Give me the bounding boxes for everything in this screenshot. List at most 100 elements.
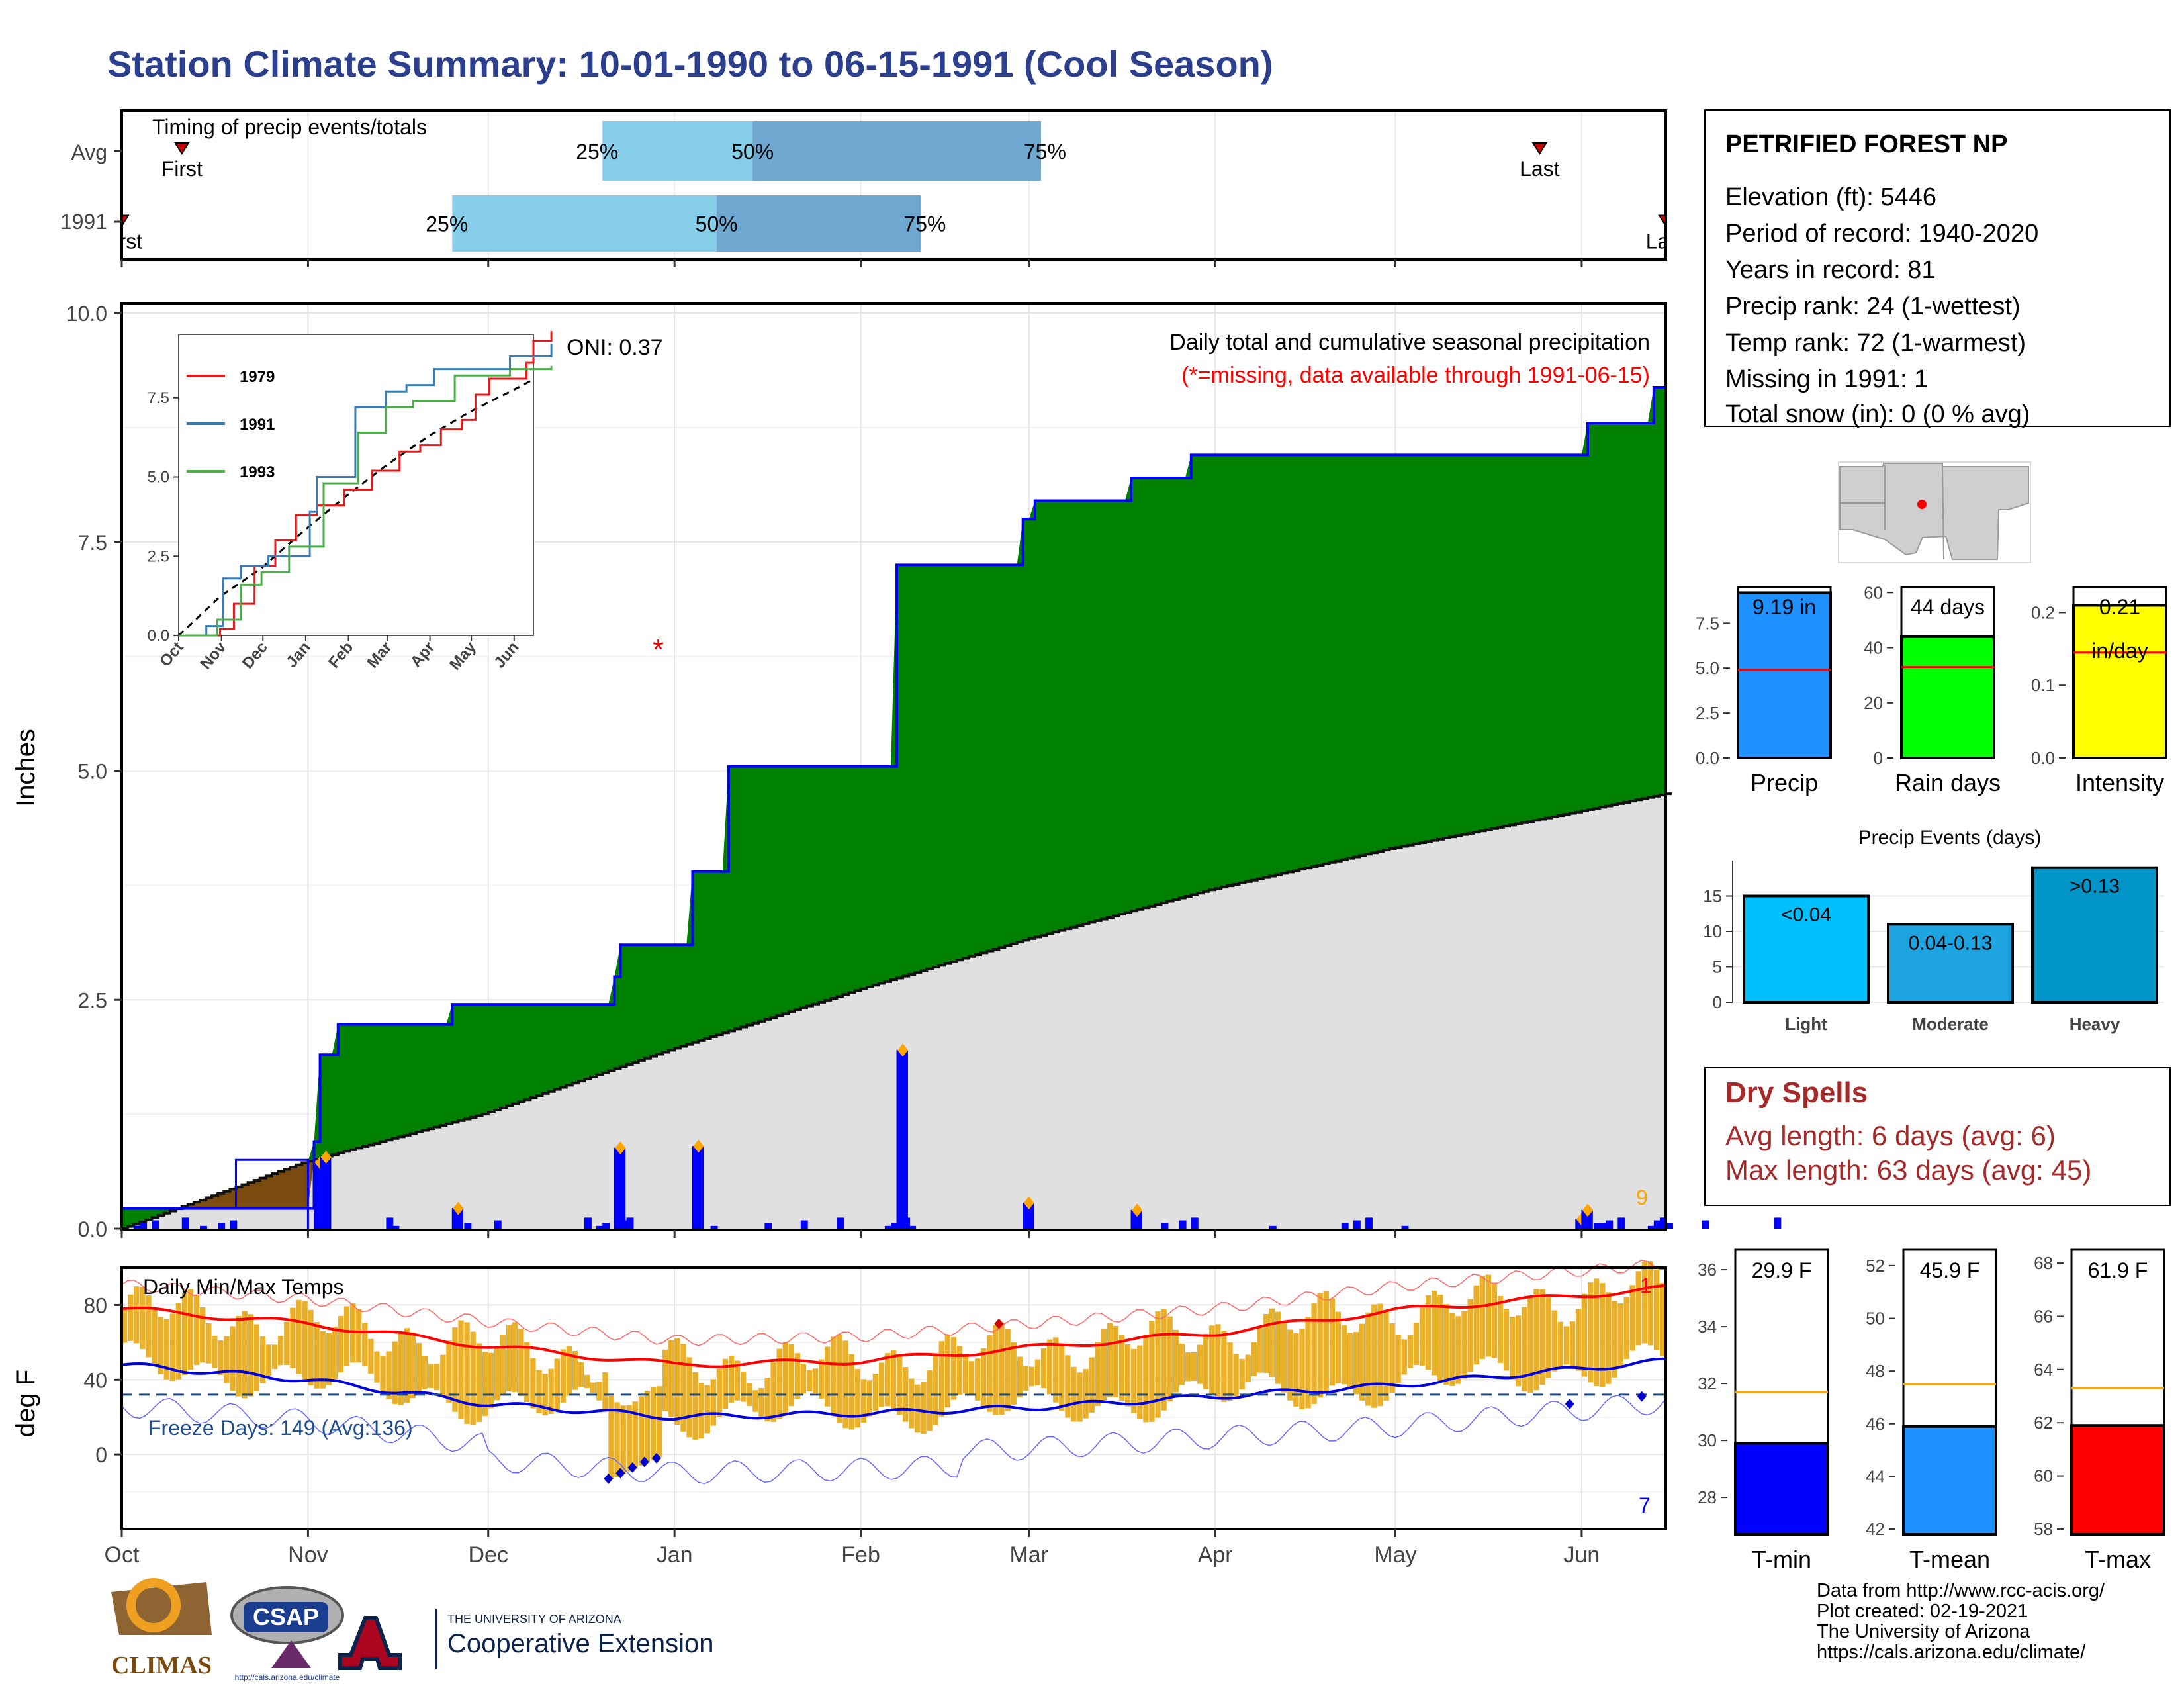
record-min-marker [1565, 1398, 1574, 1409]
temp-daily-bar [1365, 1312, 1371, 1406]
temp-daily-bar [999, 1322, 1005, 1415]
temp-daily-bar [1377, 1303, 1383, 1407]
temp-daily-bar [764, 1377, 770, 1421]
events-bar-label: 0.04-0.13 [1909, 932, 1993, 954]
stat-ytick-label: 20 [1864, 693, 1883, 713]
stat-value-label: 0.21 [2099, 595, 2140, 619]
temp-daily-bar [1467, 1299, 1473, 1372]
temp-daily-bar [1281, 1320, 1287, 1393]
temp-daily-bar [1113, 1325, 1119, 1397]
page-title: Station Climate Summary: 10-01-1990 to 0… [107, 43, 1273, 85]
temp-daily-bar [428, 1364, 434, 1388]
record-min-marker [615, 1468, 625, 1479]
record-min-marker [639, 1456, 649, 1468]
first-label: First [101, 230, 142, 254]
temp-axis: 0 40 80 Oct Nov Dec Jan Feb Mar Apr May Jun [83, 1293, 1600, 1568]
events-category-label: Moderate [1912, 1014, 1989, 1034]
temp-daily-bar [1137, 1345, 1143, 1419]
temp-daily-bar [1516, 1315, 1522, 1387]
precip-daily-marker [897, 1043, 909, 1057]
inset-legend-label: 1979 [240, 368, 275, 386]
temp-daily-bar [488, 1352, 494, 1409]
temp-daily-bar [819, 1359, 825, 1399]
temp-daily-bar [1539, 1289, 1545, 1385]
last-label: Last [1646, 230, 1686, 254]
temp-daily-bar [530, 1358, 536, 1409]
temp-daily-bar [1612, 1301, 1617, 1378]
precip-trace-bar [140, 1223, 148, 1229]
stat-value-label: 44 days [1911, 595, 1985, 619]
temp-daily-bar [656, 1386, 662, 1458]
temp-daily-bar [290, 1307, 296, 1368]
events-bar-moderate [1887, 923, 2014, 1004]
temp-daily-bar [181, 1293, 188, 1376]
precip-trace-bar [386, 1217, 394, 1229]
temp-daily-bar [1263, 1313, 1269, 1374]
observed-cumulative-line [122, 386, 1666, 1210]
record-min-line [121, 1395, 1666, 1485]
temp-daily-bar [831, 1336, 837, 1415]
climas-logo: CLIMAS [111, 1578, 212, 1679]
temp-xtick-label: Nov [288, 1542, 328, 1568]
temp-daily-bar [1557, 1321, 1563, 1367]
stat-ytick-label: 40 [1864, 638, 1883, 658]
temp-daily-bar [308, 1309, 314, 1385]
inset-legend-label: 1993 [240, 463, 275, 481]
record-min-marker [651, 1452, 661, 1464]
temp-daily-bar [1118, 1335, 1125, 1401]
dry-spells-title: Dry Spells [1725, 1076, 1868, 1109]
avg-max-line [121, 1284, 1666, 1368]
temp-daily-bar [548, 1368, 554, 1414]
temp-daily-bar [1143, 1335, 1149, 1423]
temp-daily-bar [800, 1364, 807, 1394]
temp-daily-bar [392, 1341, 398, 1405]
precip-trace-bar [596, 1225, 604, 1229]
credits: Data from http://www.rcc-acis.org/ Plot … [1817, 1581, 2105, 1663]
stat-ytick-label: 7.5 [1696, 613, 1719, 633]
ua-big-text: Cooperative Extension [447, 1629, 713, 1658]
temp-daily-bar [512, 1322, 518, 1393]
precip-trace-bar [884, 1225, 892, 1229]
precip-trace-bar [152, 1220, 159, 1229]
temp-daily-bar [741, 1372, 747, 1402]
precip-trace-bar [584, 1217, 592, 1229]
tstat-label: T-min [1752, 1546, 1811, 1573]
temp-daily-bar [374, 1351, 380, 1383]
temp-daily-bar [224, 1336, 230, 1383]
temp-daily-bar [584, 1374, 590, 1388]
temp-daily-bar [1005, 1329, 1011, 1411]
first-marker [122, 214, 130, 228]
temp-daily-bar [230, 1326, 236, 1391]
temp-daily-bar [1359, 1323, 1365, 1401]
temp-daily-bar [1269, 1308, 1275, 1378]
precip-ytick-label: 2.5 [78, 988, 107, 1012]
timing-axis [114, 150, 1583, 267]
temp-daily-bar [236, 1315, 242, 1397]
temp-daily-bar [950, 1337, 957, 1400]
stat-ytick-label: 2.5 [1696, 703, 1719, 723]
temp-daily-bar [560, 1349, 567, 1403]
precip-trace-bar [218, 1223, 226, 1229]
precip-daily-marker [693, 1139, 704, 1153]
temp-xtick-label: Jan [657, 1542, 693, 1568]
temp-daily-bar [944, 1335, 951, 1408]
temp-daily-bar [825, 1346, 831, 1407]
stat-ytick-label: 0.0 [2031, 748, 2055, 768]
temp-daily-bar [464, 1322, 470, 1424]
timing-bars: 25% 50% 75% First Last 25% 50% 75% First Last [101, 121, 1686, 254]
temp-daily-bar [169, 1313, 175, 1382]
temp-daily-bar [128, 1294, 134, 1342]
temp-daily-bar [368, 1338, 374, 1374]
tstat-ytick-label: 62 [2034, 1413, 2053, 1432]
temp-daily-bar [1563, 1326, 1570, 1365]
temp-xtick-label: Mar [1009, 1542, 1048, 1568]
temp-daily-bar [1329, 1298, 1335, 1386]
temp-daily-bar [662, 1349, 668, 1412]
temp-daily-bar [734, 1360, 741, 1401]
temp-daily-bar [278, 1336, 284, 1366]
events-bar-light [1743, 894, 1870, 1004]
temp-daily-bar [884, 1353, 891, 1407]
temp-daily-bar [271, 1344, 278, 1370]
precip-ytick-label: 10.0 [66, 302, 107, 326]
precip-trace-bar [181, 1217, 189, 1229]
